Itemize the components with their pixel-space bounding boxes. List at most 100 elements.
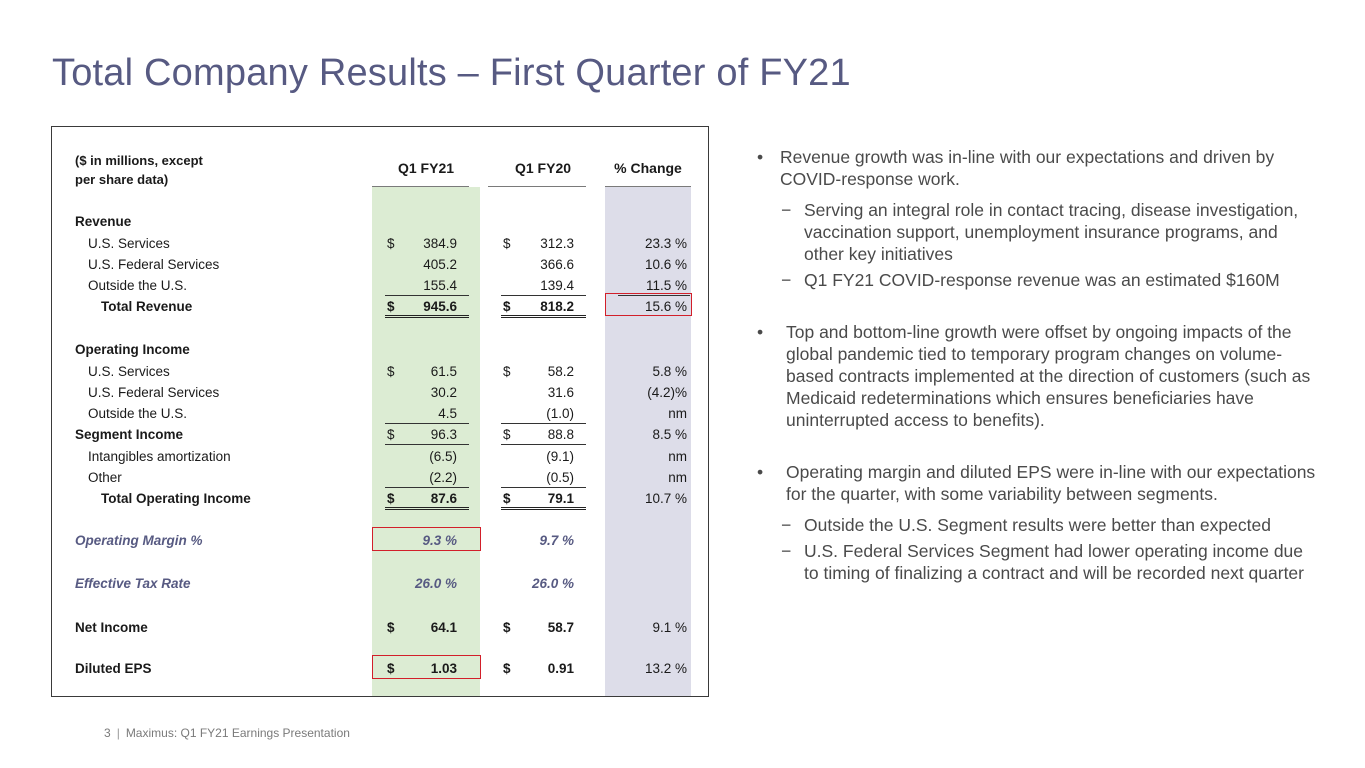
- table-header-label: ($ in millions, except per share data): [75, 151, 203, 189]
- table-row: Intangibles amortization (6.5) (9.1) nm: [52, 446, 708, 467]
- value-q1fy21: 96.3: [430, 427, 457, 442]
- dollar-sign: $: [387, 236, 395, 251]
- value-q1fy20: 0.91: [547, 661, 574, 676]
- table-row: Effective Tax Rate 26.0 % 26.0 %: [52, 573, 708, 594]
- dollar-sign: $: [387, 299, 395, 314]
- value-pct: 15.6 %: [644, 299, 687, 314]
- table-row: Outside the U.S. 155.4 139.4 11.5 %: [52, 275, 708, 296]
- dollar-sign: $: [503, 620, 511, 635]
- value-q1fy20: 58.2: [547, 364, 574, 379]
- row-label: Total Revenue: [101, 299, 193, 314]
- row-label: Outside the U.S.: [88, 278, 188, 293]
- row-label: Segment Income: [75, 427, 184, 442]
- value-q1fy20: 9.7 %: [539, 533, 574, 548]
- bullet-text: Revenue growth was in-line with our expe…: [780, 147, 1275, 189]
- value-pct: 10.6 %: [644, 257, 687, 272]
- col-header-q1fy20: Q1 FY20: [514, 160, 572, 176]
- value-q1fy21: 405.2: [423, 257, 457, 272]
- value-q1fy20: 79.1: [547, 491, 574, 506]
- value-pct: nm: [668, 449, 687, 464]
- dollar-sign: $: [387, 491, 395, 506]
- sub-bullet-text: Q1 FY21 COVID-response revenue was an es…: [804, 270, 1280, 290]
- operating-income-heading: Operating Income: [75, 342, 190, 357]
- value-pct: 23.3 %: [644, 236, 687, 251]
- value-q1fy21: 4.5: [438, 406, 457, 421]
- value-pct: 10.7 %: [644, 491, 687, 506]
- table-row: Total Operating Income $ 87.6 $ 79.1 10.…: [52, 488, 708, 509]
- table-row: Revenue: [52, 211, 708, 232]
- table-row: Operating Income: [52, 339, 708, 360]
- value-pct: nm: [668, 470, 687, 485]
- underline: [385, 295, 469, 296]
- bullet-mark: •: [757, 462, 764, 482]
- value-q1fy21: 87.6: [430, 491, 457, 506]
- row-label: U.S. Federal Services: [88, 385, 220, 400]
- double-underline: [385, 507, 469, 510]
- highlight-box: [605, 293, 692, 316]
- bullet-mark: •: [757, 147, 764, 167]
- underline: [501, 295, 586, 296]
- value-q1fy20: 26.0 %: [531, 576, 574, 591]
- value-q1fy21: 1.03: [430, 661, 457, 676]
- dollar-sign: $: [503, 364, 511, 379]
- row-label: U.S. Services: [88, 236, 170, 251]
- bullet-text: Top and bottom-line growth were offset b…: [786, 322, 1311, 430]
- commentary-bullets: • Revenue growth was in-line with our exp…: [757, 146, 1322, 584]
- row-label: Effective Tax Rate: [75, 576, 191, 591]
- underline: [385, 444, 469, 445]
- dollar-sign: $: [503, 491, 511, 506]
- sub-bullet-text: Outside the U.S. Segment results were be…: [804, 515, 1271, 535]
- value-q1fy21: 384.9: [423, 236, 457, 251]
- value-q1fy21: 9.3 %: [422, 533, 457, 548]
- dollar-sign: $: [387, 364, 395, 379]
- table-row: Segment Income $ 96.3 $ 88.8 8.5 %: [52, 424, 708, 445]
- dollar-sign: $: [503, 427, 511, 442]
- value-q1fy20: (1.0): [546, 406, 574, 421]
- dash-mark: −: [781, 541, 792, 561]
- dollar-sign: $: [503, 661, 511, 676]
- table-row: U.S. Federal Services 405.2 366.6 10.6 %: [52, 254, 708, 275]
- double-underline: [501, 315, 586, 318]
- page-footer: 3 | Maximus: Q1 FY21 Earnings Presentation: [104, 726, 350, 740]
- value-q1fy21: 61.5: [430, 364, 457, 379]
- table-row: Diluted EPS $ 1.03 $ 0.91 13.2 %: [52, 658, 708, 679]
- sub-bullet-item: − Serving an integral role in contact tra…: [757, 199, 1322, 265]
- value-pct: (4.2)%: [647, 385, 687, 400]
- value-q1fy21: (6.5): [429, 449, 457, 464]
- dollar-sign: $: [387, 427, 395, 442]
- dollar-sign: $: [387, 620, 395, 635]
- underline: [385, 423, 469, 424]
- bullet-item: • Revenue growth was in-line with our exp…: [757, 146, 1322, 190]
- sub-bullet-item: − Q1 FY21 COVID-response revenue was an e…: [757, 269, 1322, 291]
- value-pct: nm: [668, 406, 687, 421]
- row-label: Total Operating Income: [101, 491, 251, 506]
- underline: [618, 295, 690, 296]
- value-pct: 5.8 %: [652, 364, 687, 379]
- page-number: 3: [104, 726, 111, 740]
- value-pct: 9.1 %: [652, 620, 687, 635]
- value-q1fy20: 818.2: [540, 299, 574, 314]
- dollar-sign: $: [387, 661, 395, 676]
- header-label-line1: ($ in millions, except: [75, 153, 203, 168]
- table-row: U.S. Services $ 61.5 $ 58.2 5.8 %: [52, 361, 708, 382]
- value-q1fy20: (9.1): [546, 449, 574, 464]
- value-pct: 8.5 %: [652, 427, 687, 442]
- sub-bullet-text: U.S. Federal Services Segment had lower …: [804, 541, 1304, 583]
- value-pct: 11.5 %: [645, 278, 687, 293]
- value-q1fy20: (0.5): [546, 470, 574, 485]
- footer-separator: |: [116, 726, 120, 740]
- pct-change-column-shading: [605, 187, 691, 696]
- header-rule: [372, 186, 469, 187]
- header-rule: [488, 186, 586, 187]
- value-q1fy21: 64.1: [430, 620, 457, 635]
- dollar-sign: $: [503, 299, 511, 314]
- bullet-item: • Operating margin and diluted EPS were i…: [757, 461, 1322, 505]
- dollar-sign: $: [503, 236, 511, 251]
- table-row: Outside the U.S. 4.5 (1.0) nm: [52, 403, 708, 424]
- row-label: Other: [88, 470, 122, 485]
- highlight-box: [372, 655, 481, 679]
- header-rule: [605, 186, 691, 187]
- sub-bullet-item: − Outside the U.S. Segment results were b…: [757, 514, 1322, 536]
- table-row: Total Revenue $ 945.6 $ 818.2 15.6 %: [52, 296, 708, 317]
- row-label: Net Income: [75, 620, 148, 635]
